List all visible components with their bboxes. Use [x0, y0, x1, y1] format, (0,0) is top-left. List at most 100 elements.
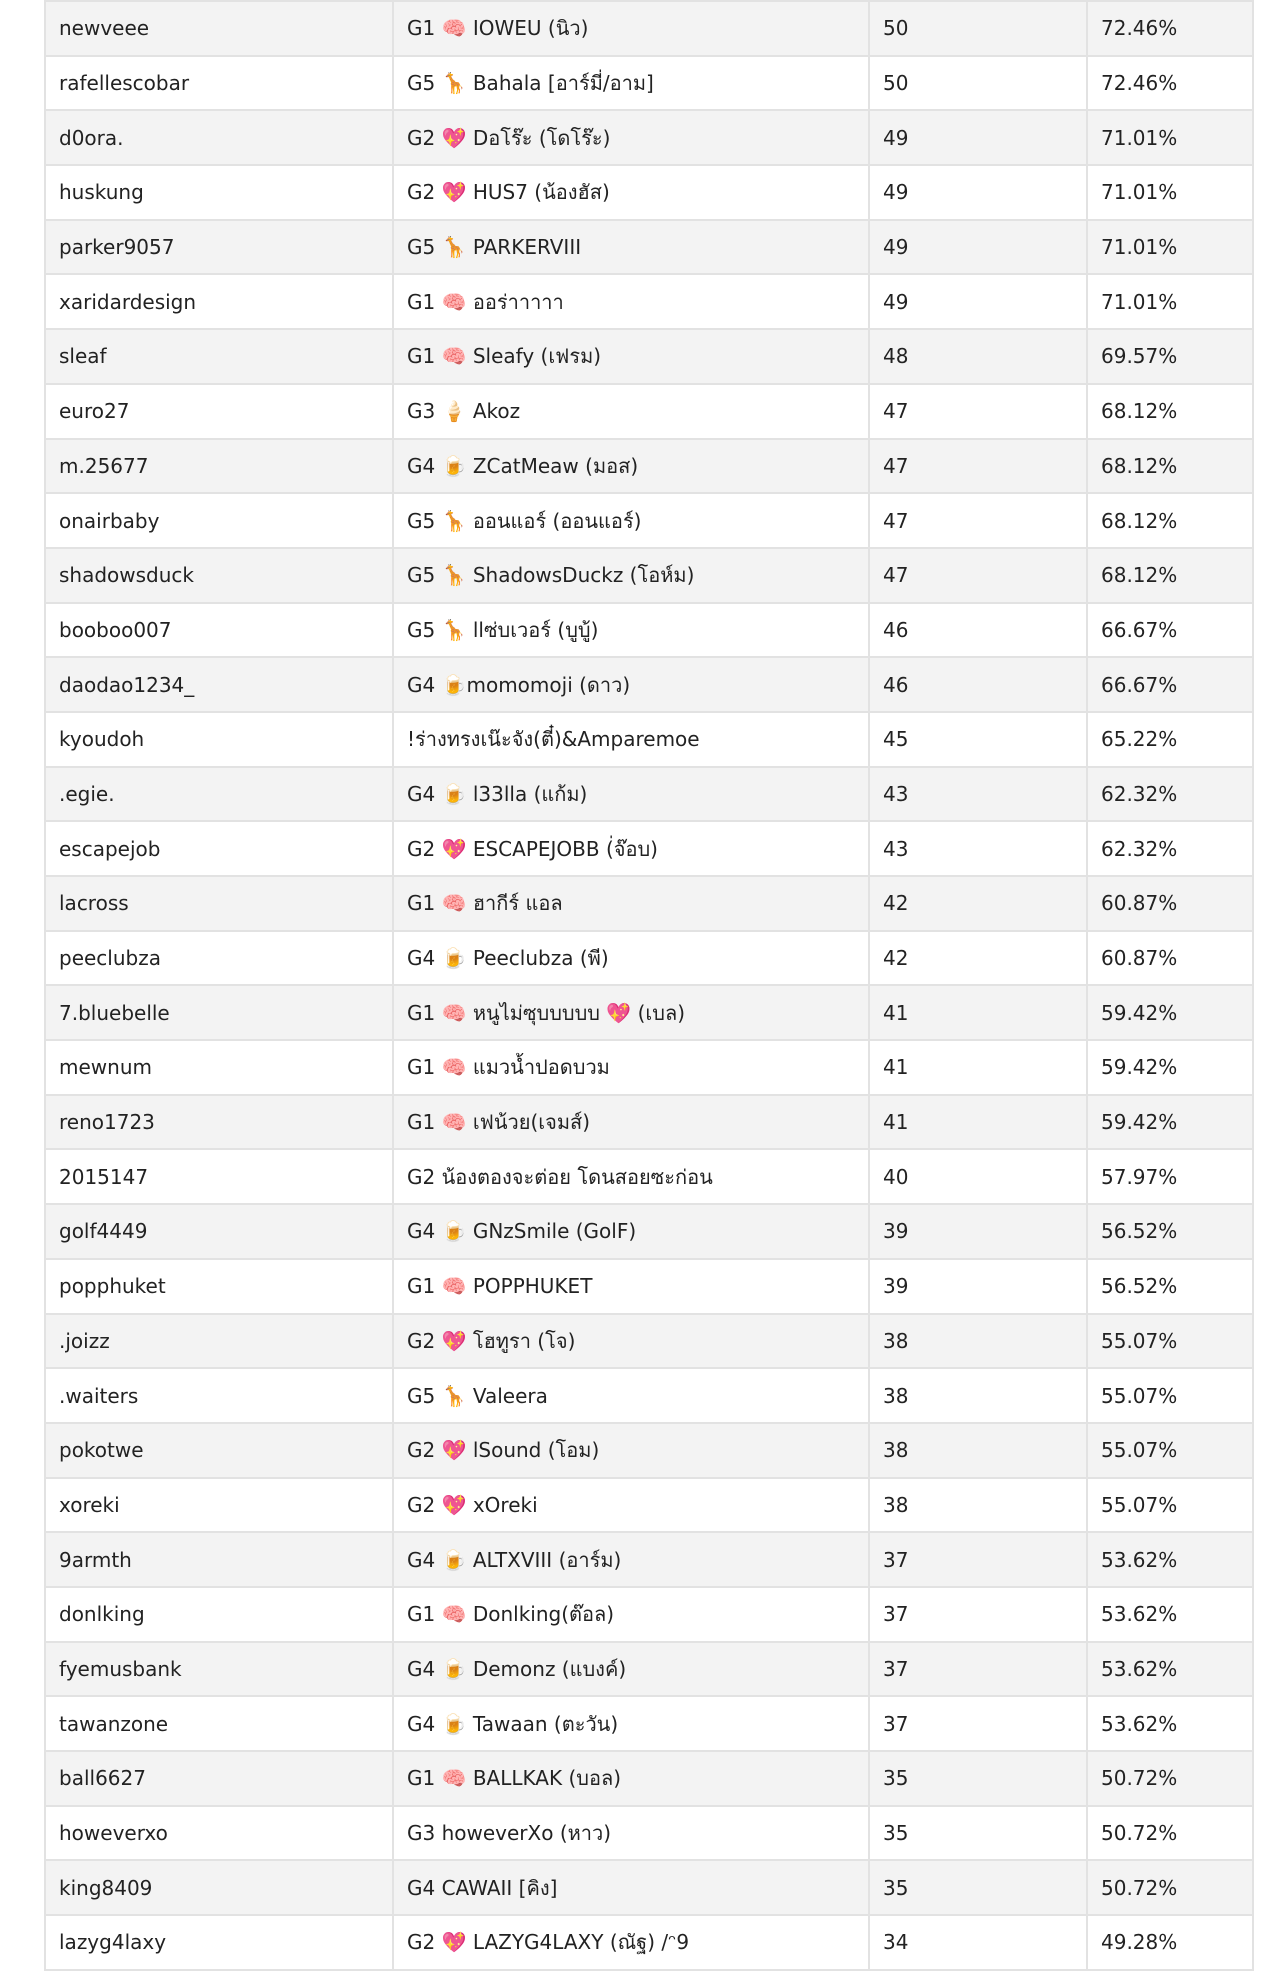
username-cell: lacross — [44, 875, 394, 932]
username-cell: escapejob — [44, 820, 394, 877]
score-cell: 37 — [868, 1585, 1088, 1643]
nickname-cell: G2 น้องตองจะต่อย โดนสอยซะก่อน — [392, 1148, 870, 1206]
table-row: mewnum G1 🧠 แมวน้ำปอดบวม 41 59.42% — [44, 1039, 1254, 1096]
nickname-cell: G1 🧠 หนูไม่ซุบบบบบ 💖 (เบล) — [392, 984, 870, 1042]
percent-cell: 59.42% — [1086, 1093, 1254, 1151]
nickname-cell: G1 🧠 แมวน้ำปอดบวม — [392, 1039, 870, 1096]
table-row: howeverxo G3 howeverXo (หาว) 35 50.72% — [44, 1804, 1254, 1862]
score-cell: 48 — [868, 328, 1088, 385]
username-cell: euro27 — [44, 382, 394, 440]
username-cell: onairbaby — [44, 492, 394, 549]
table-row: sleaf G1 🧠 Sleafy (เฟรม) 48 69.57% — [44, 328, 1254, 385]
score-cell: 38 — [868, 1476, 1088, 1534]
percent-cell: 71.01% — [1086, 218, 1254, 276]
username-cell: howeverxo — [44, 1804, 394, 1862]
table-row: shadowsduck G5 🦒 ShadowsDuckz (โอห์ม) 47 68… — [44, 546, 1254, 604]
table-row: huskung G2 💖 HUS7 (น้องฮัส) 49 71.01% — [44, 164, 1254, 221]
score-cell: 47 — [868, 546, 1088, 604]
username-cell: d0ora. — [44, 109, 394, 167]
nickname-cell: G2 💖 lSound (โอม) — [392, 1421, 870, 1479]
score-cell: 39 — [868, 1257, 1088, 1315]
score-cell: 47 — [868, 437, 1088, 495]
nickname-cell: G1 🧠 ฮากีร์ แอล — [392, 875, 870, 932]
score-cell: 47 — [868, 492, 1088, 549]
username-cell: ball6627 — [44, 1750, 394, 1807]
username-cell: kyoudoh — [44, 710, 394, 768]
score-cell: 39 — [868, 1203, 1088, 1260]
percent-cell: 55.07% — [1086, 1312, 1254, 1370]
ranking-table-body: newveee G1 🧠 IOWEU (นิว) 50 72.46% rafellesc… — [44, 0, 1254, 1971]
percent-cell: 50.72% — [1086, 1750, 1254, 1807]
nickname-cell: G2 💖 xOreki — [392, 1476, 870, 1534]
table-row: 7.bluebelle G1 🧠 หนูไม่ซุบบบบบ 💖 (เบล) 41 5… — [44, 984, 1254, 1042]
table-row: peeclubza G4 🍺 Peeclubza (พี) 42 60.87% — [44, 929, 1254, 987]
username-cell: 2015147 — [44, 1148, 394, 1206]
percent-cell: 69.57% — [1086, 328, 1254, 385]
percent-cell: 68.12% — [1086, 437, 1254, 495]
percent-cell: 50.72% — [1086, 1859, 1254, 1917]
nickname-cell: G4 🍺 GNzSmile (GolF) — [392, 1203, 870, 1260]
nickname-cell: G2 💖 Dอโร๊ะ (โดโร๊ะ) — [392, 109, 870, 167]
table-row: king8409 G4 CAWAII [คิง] 35 50.72% — [44, 1859, 1254, 1917]
percent-cell: 55.07% — [1086, 1421, 1254, 1479]
score-cell: 38 — [868, 1367, 1088, 1424]
score-cell: 46 — [868, 601, 1088, 659]
username-cell: .joizz — [44, 1312, 394, 1370]
username-cell: m.25677 — [44, 437, 394, 495]
nickname-cell: G4 🍺momomoji (ดาว) — [392, 656, 870, 713]
nickname-cell: G4 🍺 Tawaan (ตะวัน) — [392, 1695, 870, 1752]
nickname-cell: G4 CAWAII [คิง] — [392, 1859, 870, 1917]
score-cell: 35 — [868, 1750, 1088, 1807]
percent-cell: 66.67% — [1086, 656, 1254, 713]
percent-cell: 49.28% — [1086, 1914, 1254, 1971]
nickname-cell: G1 🧠 Donlking(ต๊อล) — [392, 1585, 870, 1643]
nickname-cell: G1 🧠 POPPHUKET — [392, 1257, 870, 1315]
nickname-cell: G5 🦒 ShadowsDuckz (โอห์ม) — [392, 546, 870, 604]
percent-cell: 60.87% — [1086, 929, 1254, 987]
username-cell: pokotwe — [44, 1421, 394, 1479]
table-row: pokotwe G2 💖 lSound (โอม) 38 55.07% — [44, 1421, 1254, 1479]
score-cell: 35 — [868, 1804, 1088, 1862]
table-row: donlking G1 🧠 Donlking(ต๊อล) 37 53.62% — [44, 1585, 1254, 1643]
table-row: m.25677 G4 🍺 ZCatMeaw (มอส) 47 68.12% — [44, 437, 1254, 495]
nickname-cell: !ร่างทรงเน๊ะจัง(ตี๋)&Amparemoe — [392, 710, 870, 768]
score-cell: 42 — [868, 929, 1088, 987]
table-row: reno1723 G1 🧠 เฟน้วย(เจมส์) 41 59.42% — [44, 1093, 1254, 1151]
username-cell: .waiters — [44, 1367, 394, 1424]
nickname-cell: G1 🧠 BALLKAK (บอล) — [392, 1750, 870, 1807]
percent-cell: 50.72% — [1086, 1804, 1254, 1862]
username-cell: mewnum — [44, 1039, 394, 1096]
table-row: .egie. G4 🍺 l33lla (แก้ม) 43 62.32% — [44, 765, 1254, 823]
percent-cell: 56.52% — [1086, 1203, 1254, 1260]
percent-cell: 71.01% — [1086, 109, 1254, 167]
table-row: ball6627 G1 🧠 BALLKAK (บอล) 35 50.72% — [44, 1750, 1254, 1807]
percent-cell: 68.12% — [1086, 492, 1254, 549]
score-cell: 40 — [868, 1148, 1088, 1206]
score-cell: 49 — [868, 218, 1088, 276]
percent-cell: 68.12% — [1086, 546, 1254, 604]
table-row: newveee G1 🧠 IOWEU (นิว) 50 72.46% — [44, 0, 1254, 57]
username-cell: parker9057 — [44, 218, 394, 276]
score-cell: 46 — [868, 656, 1088, 713]
score-cell: 41 — [868, 984, 1088, 1042]
percent-cell: 62.32% — [1086, 820, 1254, 877]
score-cell: 41 — [868, 1039, 1088, 1096]
percent-cell: 68.12% — [1086, 382, 1254, 440]
table-row: golf4449 G4 🍺 GNzSmile (GolF) 39 56.52% — [44, 1203, 1254, 1260]
username-cell: donlking — [44, 1585, 394, 1643]
score-cell: 37 — [868, 1531, 1088, 1588]
username-cell: xaridardesign — [44, 273, 394, 331]
table-row: xoreki G2 💖 xOreki 38 55.07% — [44, 1476, 1254, 1534]
username-cell: 7.bluebelle — [44, 984, 394, 1042]
username-cell: 9armth — [44, 1531, 394, 1588]
username-cell: tawanzone — [44, 1695, 394, 1752]
table-row: tawanzone G4 🍺 Tawaan (ตะวัน) 37 53.62% — [44, 1695, 1254, 1752]
score-cell: 43 — [868, 820, 1088, 877]
score-cell: 50 — [868, 0, 1088, 57]
percent-cell: 72.46% — [1086, 0, 1254, 57]
nickname-cell: G3 🍦 Akoz — [392, 382, 870, 440]
table-row: .joizz G2 💖 โฮทูรา (โจ) 38 55.07% — [44, 1312, 1254, 1370]
nickname-cell: G1 🧠 IOWEU (นิว) — [392, 0, 870, 57]
score-cell: 41 — [868, 1093, 1088, 1151]
username-cell: booboo007 — [44, 601, 394, 659]
